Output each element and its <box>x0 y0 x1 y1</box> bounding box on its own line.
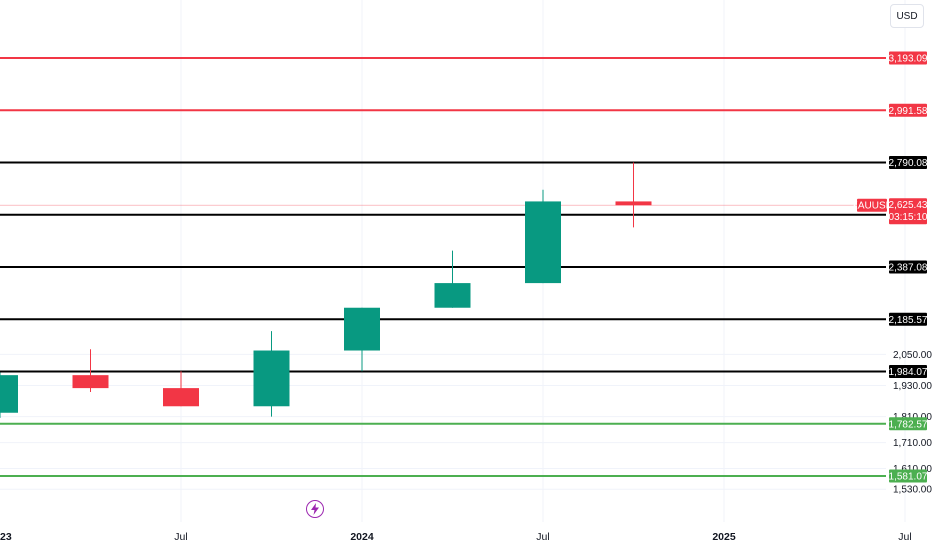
level-tag-label: 1,581.07 <box>889 472 928 483</box>
candle <box>615 162 652 228</box>
symbol-tag-label: XAUUSD <box>851 201 893 212</box>
level-tag-label: 1,984.07 <box>889 367 928 378</box>
level-tag <box>889 312 927 326</box>
candle-body <box>253 350 290 407</box>
time-tick-label: Jul <box>536 531 549 543</box>
level-tag-label: 2,991.58 <box>889 106 928 117</box>
price-tick-label: 1,930.00 <box>893 381 932 392</box>
last-price-tag <box>889 198 927 225</box>
time-tick-label: Jul <box>174 531 187 543</box>
candle-body <box>525 201 561 284</box>
candle-body <box>434 283 471 308</box>
symbol-tag <box>857 198 887 212</box>
level-tag-label: 2,790.08 <box>889 158 928 169</box>
level-tag-label: 2,185.57 <box>889 315 928 326</box>
level-tag <box>889 156 927 170</box>
candle-body <box>615 201 652 206</box>
candle <box>0 372 18 418</box>
grid-lines <box>0 0 906 522</box>
time-tick-label: 23 <box>0 531 12 543</box>
candle <box>344 307 380 372</box>
level-tag <box>889 51 927 65</box>
price-tick-label: 2,050.00 <box>893 350 932 361</box>
lightning-icon[interactable] <box>306 500 324 518</box>
price-tick-label: 1,710.00 <box>893 438 932 449</box>
candle <box>253 331 290 417</box>
lightning-glyph <box>311 503 319 515</box>
price-tick-label: 1,530.00 <box>893 485 932 496</box>
price-tags: 3,193.092,991.582,790.082,588.582,387.08… <box>851 51 928 483</box>
time-tick-label: 2025 <box>712 531 736 543</box>
candle-body <box>163 388 199 407</box>
level-tag <box>889 103 927 117</box>
candle <box>72 349 109 393</box>
countdown-label: 03:15:10 <box>889 212 928 223</box>
level-tag <box>889 417 927 431</box>
last-price-label: 2,625.43 <box>889 200 928 211</box>
time-tick-label: 2024 <box>350 531 374 543</box>
level-tag-label: 2,387.08 <box>889 263 928 274</box>
horizontal-levels[interactable] <box>0 57 886 477</box>
candle-series <box>0 162 652 418</box>
level-tag <box>889 469 927 483</box>
candle-body <box>344 307 380 351</box>
currency-button[interactable]: USD <box>890 4 924 28</box>
level-tag-label: 1,782.57 <box>889 419 928 430</box>
candle-body <box>0 375 18 413</box>
time-tick-label: Jul <box>898 531 911 543</box>
candle <box>434 250 471 308</box>
price-tick-label: 1,610.00 <box>893 464 932 475</box>
level-tag-label: 3,193.09 <box>889 54 928 65</box>
candle <box>525 189 561 284</box>
level-tag <box>889 260 927 274</box>
level-tag <box>889 365 927 379</box>
candle <box>163 371 199 407</box>
candle-body <box>72 375 109 389</box>
time-axis[interactable]: 23Jul2024Jul2025Jul2026Jul2027Jul <box>0 531 932 543</box>
currency-label: USD <box>896 10 918 22</box>
